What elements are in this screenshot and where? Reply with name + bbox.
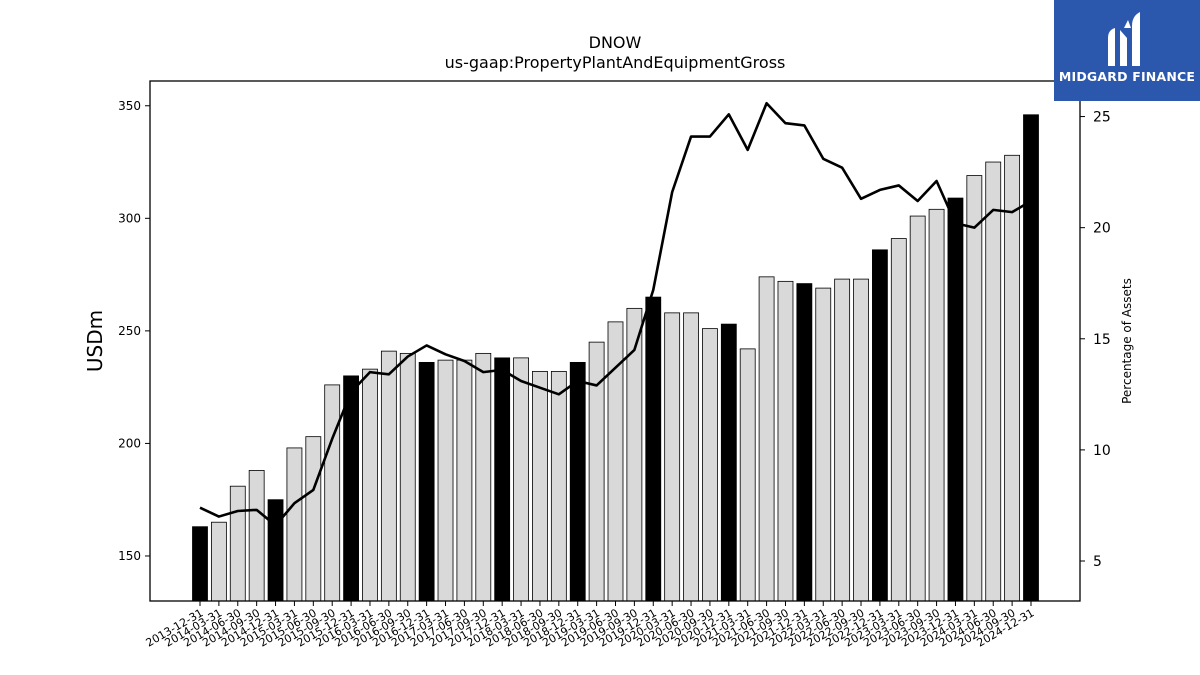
bar-2018-03-31 — [513, 357, 529, 602]
bar-2020-03-31 — [664, 312, 681, 602]
midgard-finance-logo: MIDGARD FINANCE — [1054, 0, 1200, 101]
y2-tick-label-5: 5 — [1093, 554, 1102, 570]
bar-2020-06-30 — [683, 312, 699, 602]
bar-2020-12-31 — [720, 323, 737, 602]
bar-2015-09-30 — [324, 384, 341, 602]
bar-2017-03-31 — [437, 359, 454, 602]
y2-tick-label-25: 25 — [1093, 110, 1111, 126]
bar-2021-03-31 — [739, 348, 756, 602]
bar-2014-09-30 — [248, 470, 265, 602]
y2-tick-label-20: 20 — [1093, 221, 1111, 237]
bar-series — [192, 114, 1039, 602]
bar-2015-06-30 — [305, 436, 322, 602]
bar-2022-06-30 — [834, 278, 851, 602]
bar-2024-06-30 — [985, 161, 1002, 602]
bar-2016-06-30 — [380, 350, 397, 602]
y2-axis-label: Percentage of Assets — [1120, 278, 1134, 404]
bar-2017-09-30 — [475, 352, 492, 602]
percentage-line — [199, 101, 1032, 527]
bar-2016-12-31 — [418, 361, 435, 602]
bar-2024-09-30 — [1004, 154, 1021, 602]
bar-2017-06-30 — [456, 359, 473, 602]
logo-text: MIDGARD FINANCE — [1058, 69, 1196, 84]
x-axis: 2013-12-312014-03-312014-06-302014-09-30… — [144, 601, 1037, 650]
bar-2022-09-30 — [853, 278, 869, 602]
bar-2017-12-31 — [494, 357, 511, 602]
bar-2023-12-31 — [947, 197, 964, 602]
y-axis-label: USDm — [83, 310, 107, 372]
bar-2023-03-31 — [890, 238, 907, 602]
midgard-logo-icon — [1108, 12, 1140, 66]
y-tick-label-350: 350 — [118, 99, 141, 113]
bar-2021-09-30 — [777, 280, 794, 602]
bar-2021-06-30 — [758, 276, 775, 602]
y2-tick-label-10: 10 — [1093, 443, 1111, 459]
bar-2023-09-30 — [928, 208, 945, 602]
y2-tick-label-15: 15 — [1093, 332, 1111, 348]
bar-2015-03-31 — [286, 447, 303, 602]
y-tick-label-150: 150 — [118, 549, 141, 563]
y-tick-label-300: 300 — [118, 211, 141, 225]
y-tick-label-250: 250 — [118, 324, 141, 338]
bar-2022-12-31 — [872, 249, 888, 602]
bar-2024-12-31 — [1023, 114, 1039, 602]
bar-2019-09-30 — [626, 307, 643, 602]
bar-2018-09-30 — [550, 370, 567, 602]
bar-2022-03-31 — [815, 287, 832, 602]
chart-title: DNOW — [589, 33, 642, 52]
y-axis-right: 5 10 15 20 25 — [1080, 110, 1111, 570]
y-tick-label-200: 200 — [118, 436, 141, 450]
bar-2021-12-31 — [796, 283, 813, 602]
line-series — [199, 101, 1032, 527]
bar-2018-12-31 — [569, 361, 586, 602]
bar-2014-06-30 — [229, 485, 246, 602]
bar-2016-03-31 — [362, 368, 378, 602]
y-axis-left: 150 200 250 300 350 — [118, 99, 150, 563]
bar-2020-09-30 — [702, 328, 718, 602]
bar-2024-03-31 — [966, 175, 983, 602]
bar-2013-12-31 — [192, 526, 208, 602]
bar-2023-06-30 — [909, 215, 926, 602]
bar-2016-09-30 — [399, 352, 416, 602]
chart-subtitle: us-gaap:PropertyPlantAndEquipmentGross — [445, 53, 786, 72]
bar-2019-12-31 — [645, 296, 662, 602]
bar-2014-03-31 — [210, 521, 227, 602]
bar-2018-06-30 — [532, 370, 548, 602]
bar-2014-12-31 — [267, 499, 284, 602]
bar-2015-12-31 — [343, 375, 359, 602]
